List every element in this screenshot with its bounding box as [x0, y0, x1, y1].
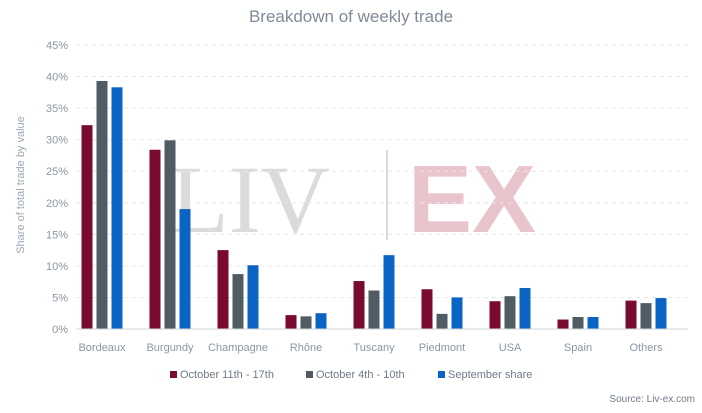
bar: [232, 274, 244, 329]
watermark-left: LIV: [170, 146, 330, 253]
bar: [383, 255, 395, 329]
bar: [149, 149, 161, 329]
bar: [640, 303, 652, 329]
bar: [96, 80, 108, 330]
x-tick-label: Piedmont: [419, 342, 465, 354]
x-tick-label: USA: [499, 342, 522, 354]
bar: [519, 287, 531, 329]
bar: [164, 140, 176, 329]
watermark: LIV EX: [170, 146, 536, 253]
y-tick-label: 5%: [52, 292, 68, 304]
bar: [587, 317, 599, 329]
x-tick-label: Others: [629, 342, 663, 354]
grid: [76, 44, 688, 298]
y-tick-label: 20%: [46, 198, 68, 210]
y-tick-label: 25%: [46, 166, 68, 178]
bar: [179, 209, 191, 329]
bar: [81, 125, 93, 329]
legend-swatch: [438, 371, 445, 378]
legend-swatch: [306, 371, 313, 378]
bar: [247, 265, 259, 329]
x-tick-label: Spain: [564, 342, 592, 354]
bar: [217, 250, 229, 329]
x-tick-label: Champagne: [208, 342, 268, 354]
bar: [489, 301, 501, 329]
x-tick-label: Burgundy: [146, 342, 194, 354]
legend-label: October 4th - 10th: [316, 369, 405, 381]
bar: [625, 300, 637, 329]
bar: [572, 317, 584, 329]
legend-swatch: [170, 371, 177, 378]
bar: [111, 87, 123, 329]
bar: [368, 290, 380, 329]
bar: [315, 313, 327, 329]
legend: October 11th - 17th October 4th - 10th Sep…: [170, 369, 532, 381]
bar: [504, 296, 516, 329]
bar: [436, 313, 448, 329]
watermark-right: EX: [408, 146, 536, 253]
y-tick-label: 35%: [46, 103, 68, 115]
x-tick-label: Bordeaux: [78, 342, 126, 354]
bar: [451, 297, 463, 329]
y-axis: 0% 5% 10% 15% 20% 25% 30% 35% 40% 45%: [46, 40, 68, 336]
x-tick-label: Rhône: [290, 342, 322, 354]
y-tick-label: 45%: [46, 40, 68, 52]
source-note: Source: Liv-ex.com: [609, 394, 695, 405]
chart-title: Breakdown of weekly trade: [249, 7, 453, 26]
legend-label: September share: [448, 369, 532, 381]
y-tick-label: 15%: [46, 229, 68, 241]
bars: [81, 80, 667, 330]
bar: [421, 289, 433, 329]
y-tick-label: 30%: [46, 135, 68, 147]
bar: [285, 315, 297, 329]
bar: [557, 319, 569, 329]
x-axis: Bordeaux Burgundy Champagne Rhône Tuscany Pie…: [78, 342, 663, 354]
y-tick-label: 0%: [52, 324, 68, 336]
legend-label: October 11th - 17th: [180, 369, 274, 381]
bar: [300, 316, 312, 329]
bar: [655, 298, 667, 329]
y-axis-label: Share of total trade by value: [15, 116, 27, 254]
bar: [353, 281, 365, 329]
y-tick-label: 40%: [46, 72, 68, 84]
y-tick-label: 10%: [46, 261, 68, 273]
x-tick-label: Tuscany: [353, 342, 395, 354]
